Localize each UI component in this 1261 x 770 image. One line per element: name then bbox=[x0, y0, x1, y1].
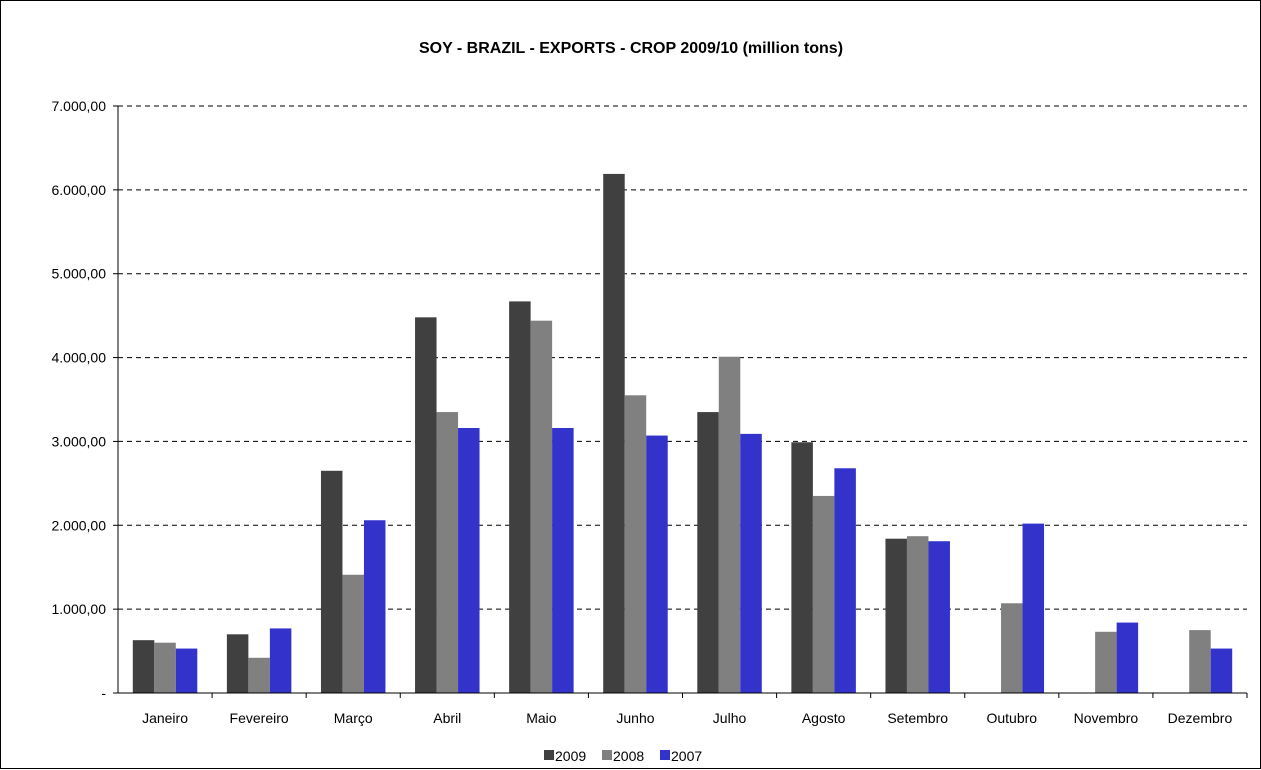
y-tick-label: 3.000,00 bbox=[52, 433, 107, 449]
legend-swatch bbox=[660, 750, 670, 760]
x-tick-label: Novembro bbox=[1074, 710, 1139, 726]
y-axis-ticks: - 1.000,00 2.000,00 3.000,00 4.000,00 5.000,0… bbox=[52, 98, 118, 701]
bar bbox=[740, 433, 762, 693]
bar bbox=[320, 470, 343, 693]
gridlines bbox=[118, 105, 1247, 610]
bar bbox=[175, 648, 198, 693]
x-tick-label: Maio bbox=[526, 710, 557, 726]
bar bbox=[791, 442, 813, 693]
bar bbox=[248, 657, 270, 693]
x-tick-label: Julho bbox=[713, 710, 747, 726]
bar bbox=[436, 412, 459, 693]
bar bbox=[697, 412, 719, 693]
bar bbox=[154, 642, 176, 693]
x-tick-label: Agosto bbox=[802, 710, 846, 726]
bar bbox=[342, 574, 364, 693]
bar bbox=[552, 428, 574, 693]
axes bbox=[117, 106, 1247, 694]
bar bbox=[885, 538, 907, 693]
x-tick-label: Abril bbox=[433, 710, 461, 726]
bar bbox=[1189, 630, 1211, 693]
bar bbox=[509, 301, 531, 693]
bar bbox=[624, 395, 647, 693]
bar bbox=[1022, 523, 1045, 693]
bar bbox=[928, 541, 950, 693]
legend-label: 2008 bbox=[613, 748, 644, 764]
bar bbox=[906, 536, 929, 693]
bar bbox=[269, 628, 292, 693]
x-tick-label: Fevereiro bbox=[230, 710, 289, 726]
x-axis-ticks: Janeiro Fevereiro Março Abril Maio Junho Julho… bbox=[142, 693, 1248, 726]
legend-swatch bbox=[602, 750, 612, 760]
bar bbox=[812, 495, 835, 693]
bar bbox=[603, 173, 625, 693]
bar bbox=[1210, 648, 1233, 693]
y-tick-label: - bbox=[101, 685, 106, 701]
bar bbox=[363, 520, 386, 693]
y-tick-label: 5.000,00 bbox=[52, 266, 107, 282]
bar bbox=[1116, 622, 1139, 693]
y-tick-label: 4.000,00 bbox=[52, 350, 107, 366]
bar bbox=[834, 468, 856, 693]
x-tick-label: Setembro bbox=[887, 710, 948, 726]
x-tick-label: Março bbox=[334, 710, 373, 726]
x-tick-label: Outubro bbox=[986, 710, 1037, 726]
legend-swatch bbox=[544, 750, 554, 760]
legend-label: 2009 bbox=[555, 748, 586, 764]
bar bbox=[646, 435, 668, 693]
legend-label: 2007 bbox=[671, 748, 702, 764]
bar bbox=[132, 640, 155, 693]
x-tick-label: Janeiro bbox=[142, 710, 188, 726]
y-tick-label: 6.000,00 bbox=[52, 182, 107, 198]
bar bbox=[1095, 631, 1117, 693]
x-tick-label: Junho bbox=[616, 710, 654, 726]
bar bbox=[226, 634, 249, 693]
x-tick-label: Dezembro bbox=[1168, 710, 1233, 726]
y-tick-label: 2.000,00 bbox=[52, 517, 107, 533]
y-tick-label: 1.000,00 bbox=[52, 601, 107, 617]
legend: 2009 2008 2007 bbox=[544, 748, 702, 764]
bar bbox=[458, 428, 480, 693]
bar bbox=[1001, 603, 1023, 693]
bar bbox=[415, 317, 437, 693]
bars bbox=[132, 173, 1233, 693]
y-tick-label: 7.000,00 bbox=[52, 98, 107, 114]
bar bbox=[530, 320, 553, 693]
chart-title: SOY - BRAZIL - EXPORTS - CROP 2009/10 (m… bbox=[419, 40, 843, 57]
bar bbox=[718, 356, 741, 693]
